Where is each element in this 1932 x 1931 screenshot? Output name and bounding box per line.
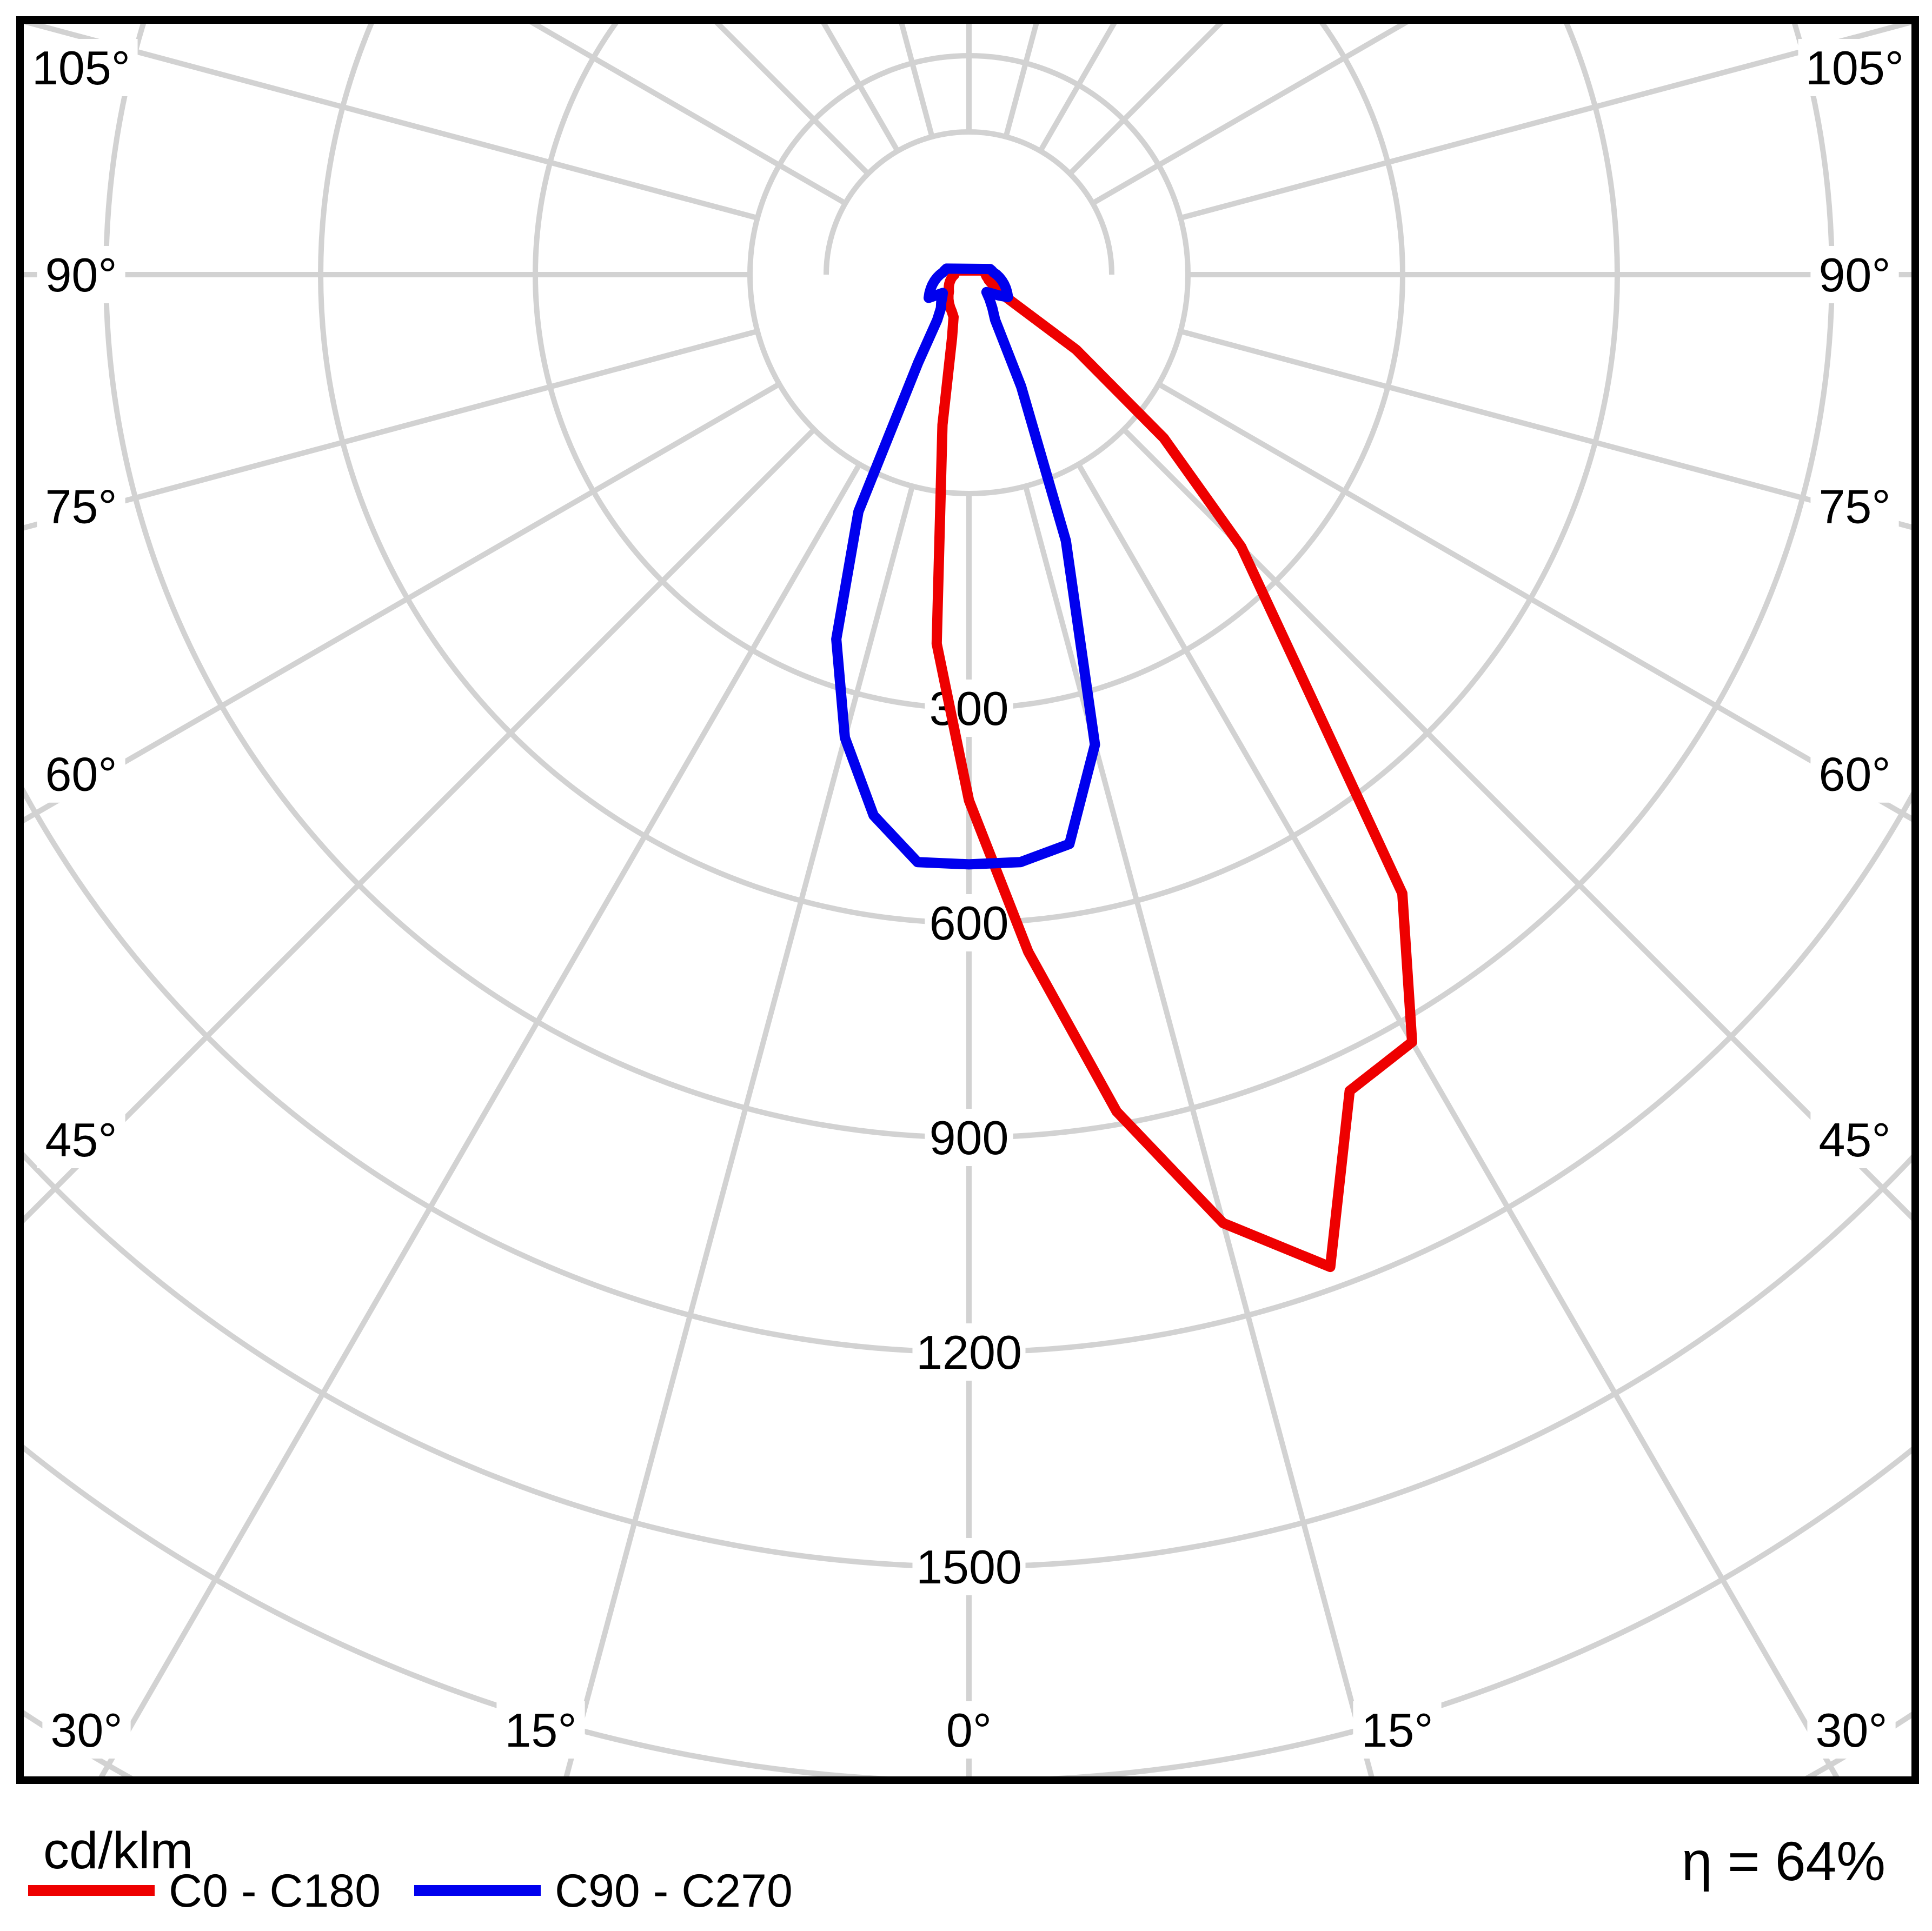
polar-grid-radial-upper--120	[529, 24, 847, 206]
angle-label-right-105-bg	[1798, 39, 1911, 96]
angle-label-right-45: 45°	[1818, 1113, 1890, 1167]
angle-label-left-105: 105°	[32, 41, 130, 95]
angle-label-right-75: 75°	[1818, 480, 1890, 534]
angle-label-right-45-bg	[1810, 1111, 1899, 1168]
polar-grid-radial-105	[1179, 24, 1911, 221]
angle-label-bottom-4: 30°	[1815, 1703, 1887, 1757]
angle-label-bottom-1: 15°	[504, 1703, 576, 1757]
angle-label-left-105-bg	[24, 39, 138, 96]
legend-label-c90-c270: C90 - C270	[555, 1865, 793, 1917]
polar-grid-radial-15	[1023, 485, 1375, 1776]
polar-grid-radial-upper-120	[1091, 24, 1409, 206]
footer: cd/klm η = 64% C0 - C180 C90 - C270	[28, 1822, 1885, 1917]
angle-label-left-75: 75°	[45, 480, 117, 534]
ring-label-600-bg	[925, 894, 1013, 951]
angle-label-right-90: 90°	[1818, 248, 1890, 302]
polar-grid-radial--105	[24, 24, 759, 221]
ring-label-600: 600	[930, 896, 1009, 950]
polar-grid-radial--15	[563, 485, 915, 1776]
angle-label-left-45: 45°	[45, 1113, 117, 1167]
angle-label-left-75-bg	[37, 477, 125, 535]
angle-label-left-60: 60°	[45, 748, 117, 801]
curve-c0-c180	[931, 265, 1417, 1273]
angle-label-left-90-bg	[37, 246, 125, 303]
polar-grid-radial--60	[24, 382, 781, 823]
plot-border	[16, 16, 1919, 1784]
polar-grid-radial--75	[24, 328, 759, 531]
polar-grid-radial-30	[1076, 463, 1840, 1776]
ring-label-1200-bg	[912, 1323, 1026, 1381]
ring-label-300-bg	[925, 680, 1013, 737]
polar-grid-radial-75	[1179, 328, 1911, 530]
angle-label-left-60-bg	[37, 745, 125, 803]
angle-label-bottom-3: 15°	[1361, 1703, 1433, 1757]
angle-label-left-90: 90°	[45, 248, 117, 302]
angle-label-bottom-4-bg	[1807, 1701, 1896, 1759]
angle-label-right-60: 60°	[1818, 748, 1890, 801]
efficiency-value: η = 64%	[1682, 1830, 1885, 1892]
angle-label-bottom-0-bg	[42, 1701, 131, 1759]
angle-label-right-105: 105°	[1805, 41, 1904, 95]
polar-grid-radial--30	[98, 463, 862, 1776]
photometric-curves	[831, 263, 1417, 1273]
curve-c90-c270	[831, 263, 1100, 870]
ring-label-900: 900	[930, 1111, 1009, 1164]
ring-label-1500-bg	[912, 1538, 1026, 1595]
angle-label-bottom-0: 30°	[50, 1703, 122, 1757]
legend-label-c0-c180: C0 - C180	[169, 1865, 381, 1917]
polar-grid-radial--45	[24, 427, 816, 1224]
angle-label-bottom-3-bg	[1353, 1701, 1442, 1759]
angle-label-bottom-2-bg	[937, 1701, 1001, 1759]
angle-label-right-90-bg	[1810, 246, 1899, 303]
angle-label-right-60-bg	[1810, 745, 1899, 803]
angle-label-left-45-bg	[37, 1111, 125, 1168]
polar-grid-radial-45	[1121, 427, 1911, 1221]
ring-label-1200: 1200	[916, 1326, 1022, 1379]
angle-label-bottom-1-bg	[496, 1701, 585, 1759]
angle-label-bottom-2: 0°	[946, 1703, 992, 1757]
angle-label-right-75-bg	[1810, 477, 1899, 535]
ring-label-1500: 1500	[916, 1540, 1022, 1594]
ring-label-900-bg	[925, 1109, 1013, 1166]
polar-grid-radial-60	[1157, 382, 1911, 822]
units-label: cd/klm	[43, 1822, 193, 1880]
